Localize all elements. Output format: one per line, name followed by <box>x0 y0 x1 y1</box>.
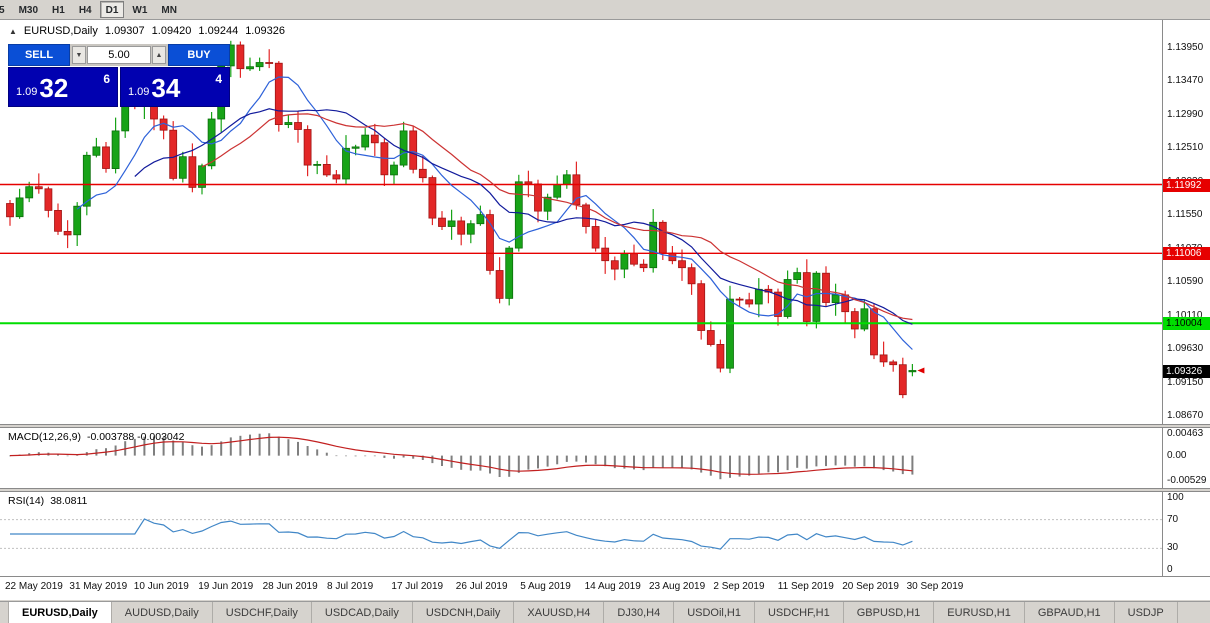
date-tick-label: 5 Aug 2019 <box>520 581 571 592</box>
timeframe-d1-button[interactable]: D1 <box>99 1 125 18</box>
pane-splitter[interactable] <box>0 488 1210 492</box>
price-tick-label: 1.12510 <box>1167 142 1204 154</box>
timeframe-h1-button[interactable]: H1 <box>52 4 65 16</box>
date-tick-label: 8 Jul 2019 <box>327 581 374 592</box>
macd-pane[interactable] <box>0 428 1162 488</box>
rsi-name: RSI(14) <box>8 495 45 507</box>
sell-price-display[interactable]: 1.09 32 6 <box>8 67 118 107</box>
date-tick-label: 28 Jun 2019 <box>262 581 318 592</box>
chart-tab-usdjp[interactable]: USDJP <box>1115 602 1178 623</box>
rsi-indicator-label: RSI(14) 38.0811 <box>8 495 93 507</box>
macd-tick-label: 0.00 <box>1167 449 1187 461</box>
volume-control: ▼ 5.00 ▲ <box>70 44 168 66</box>
chart-tab-gbpusd-h1[interactable]: GBPUSD,H1 <box>844 602 935 623</box>
rsi-tick-label: 70 <box>1167 513 1179 525</box>
hline-price-label: 1.11006 <box>1163 247 1210 261</box>
price-chart-pane[interactable] <box>0 22 1162 424</box>
chart-window: ▲ EURUSD,Daily 1.09307 1.09420 1.09244 1.0932… <box>0 20 1210 600</box>
timeframe-mn-button[interactable]: MN <box>161 4 177 16</box>
date-tick-label: 11 Sep 2019 <box>777 581 834 592</box>
ohlc-close: 1.09326 <box>245 25 285 37</box>
chart-tab-dj30-h4[interactable]: DJ30,H4 <box>604 602 675 623</box>
chart-tab-usdchf-daily[interactable]: USDCHF,Daily <box>213 602 312 623</box>
date-tick-label: 26 Jul 2019 <box>455 581 508 592</box>
date-tick-label: 17 Jul 2019 <box>391 581 444 592</box>
buy-button[interactable]: BUY <box>168 44 230 66</box>
time-axis[interactable]: 22 May 2019 31 May 2019 10 Jun 2019 19 Jun … <box>0 576 1210 600</box>
price-tick-label: 1.09630 <box>1167 343 1204 355</box>
date-tick-label: 31 May 2019 <box>69 581 128 592</box>
rsi-tick-label: 0 <box>1167 564 1173 575</box>
sell-button[interactable]: SELL <box>8 44 70 66</box>
expand-triangle-icon[interactable]: ▲ <box>9 27 17 36</box>
ohlc-open: 1.09307 <box>104 25 145 37</box>
ohlc-low: 1.09244 <box>198 25 239 37</box>
chart-tab-usdoil-h1[interactable]: USDOil,H1 <box>674 602 755 623</box>
rsi-tick-label: 30 <box>1167 542 1179 554</box>
sell-price-big: 32 <box>39 73 69 103</box>
macd-values: -0.003788 -0.003042 <box>86 431 185 443</box>
date-tick-label: 23 Aug 2019 <box>649 581 706 592</box>
price-tick-label: 1.10110 <box>1167 309 1203 321</box>
ohlc-high: 1.09420 <box>151 25 192 37</box>
hline-price-label: 1.10004 <box>1163 317 1210 331</box>
date-tick-label: 20 Sep 2019 <box>842 581 899 592</box>
date-tick-label: 30 Sep 2019 <box>906 581 964 592</box>
chart-tab-usdchf-h1[interactable]: USDCHF,H1 <box>755 602 844 623</box>
timeframe-m30-button[interactable]: M30 <box>18 4 39 16</box>
price-tick-label: 1.09150 <box>1167 376 1204 388</box>
sell-price-prefix: 1.09 <box>16 86 38 98</box>
symbol-ohlc-header: ▲ EURUSD,Daily 1.09307 1.09420 1.09244 1.0932… <box>9 25 292 37</box>
buy-price-pip: 4 <box>215 72 222 86</box>
one-click-trade-panel: SELL ▼ 5.00 ▲ BUY 1.09 32 6 1.09 34 4 <box>8 44 230 107</box>
macd-name: MACD(12,26,9) <box>8 431 81 443</box>
rsi-pane[interactable] <box>0 492 1162 576</box>
price-tick-label: 1.08670 <box>1167 410 1204 422</box>
price-axis[interactable]: 1.139501.134701.129901.125101.120301.115… <box>1162 20 1210 600</box>
price-tick-label: 1.13950 <box>1167 41 1204 53</box>
macd-tick-label: 0.00463 <box>1167 427 1204 439</box>
price-tick-label: 1.12990 <box>1167 108 1204 120</box>
pane-splitter[interactable] <box>0 424 1210 428</box>
sell-price-pip: 6 <box>103 72 110 86</box>
chart-tab-bar: EURUSD,Daily AUDUSD,Daily USDCHF,Daily USDC… <box>0 601 1210 623</box>
chart-tab-audusd-daily[interactable]: AUDUSD,Daily <box>112 602 213 623</box>
macd-tick-label: -0.00529 <box>1167 474 1207 486</box>
rsi-tick-label: 100 <box>1167 492 1184 503</box>
timeframe-h4-button[interactable]: H4 <box>78 4 92 16</box>
rsi-value: 38.0811 <box>50 495 88 507</box>
timeframe-m5-button[interactable]: 5 <box>0 1 11 18</box>
macd-indicator-label: MACD(12,26,9) -0.003788 -0.003042 <box>8 431 190 443</box>
price-tick-label: 1.10590 <box>1167 276 1204 288</box>
chart-tab-gbpaud-h1[interactable]: GBPAUD,H1 <box>1025 602 1115 623</box>
current-price-label: 1.09326 <box>1163 364 1210 378</box>
date-tick-label: 2 Sep 2019 <box>713 581 765 592</box>
date-tick-label: 10 Jun 2019 <box>133 581 189 592</box>
volume-increase-icon[interactable]: ▲ <box>152 46 166 64</box>
chart-tab-eurusd-h1[interactable]: EURUSD,H1 <box>934 602 1025 623</box>
price-tick-label: 1.11550 <box>1167 209 1203 221</box>
timeframe-w1-button[interactable]: W1 <box>132 4 148 16</box>
volume-input[interactable]: 5.00 <box>87 46 151 64</box>
timeframe-toolbar: 5 M30 H1 H4 D1 W1 MN <box>0 0 1210 20</box>
chart-tab-usdcad-daily[interactable]: USDCAD,Daily <box>312 602 413 623</box>
buy-price-prefix: 1.09 <box>128 86 150 98</box>
buy-price-big: 34 <box>151 73 181 103</box>
date-tick-label: 22 May 2019 <box>5 581 63 592</box>
hline-price-label: 1.11992 <box>1163 178 1210 192</box>
price-tick-label: 1.13470 <box>1167 75 1204 87</box>
buy-price-display[interactable]: 1.09 34 4 <box>120 67 230 107</box>
chart-tab-xauusd-h4[interactable]: XAUUSD,H4 <box>514 602 605 623</box>
symbol-title: EURUSD,Daily <box>23 25 98 37</box>
date-tick-label: 19 Jun 2019 <box>198 581 254 592</box>
date-tick-label: 14 Aug 2019 <box>584 581 641 592</box>
chart-tab-usdcnh-daily[interactable]: USDCNH,Daily <box>413 602 515 623</box>
volume-decrease-icon[interactable]: ▼ <box>72 46 86 64</box>
chart-tab-eurusd-daily[interactable]: EURUSD,Daily <box>8 602 112 623</box>
